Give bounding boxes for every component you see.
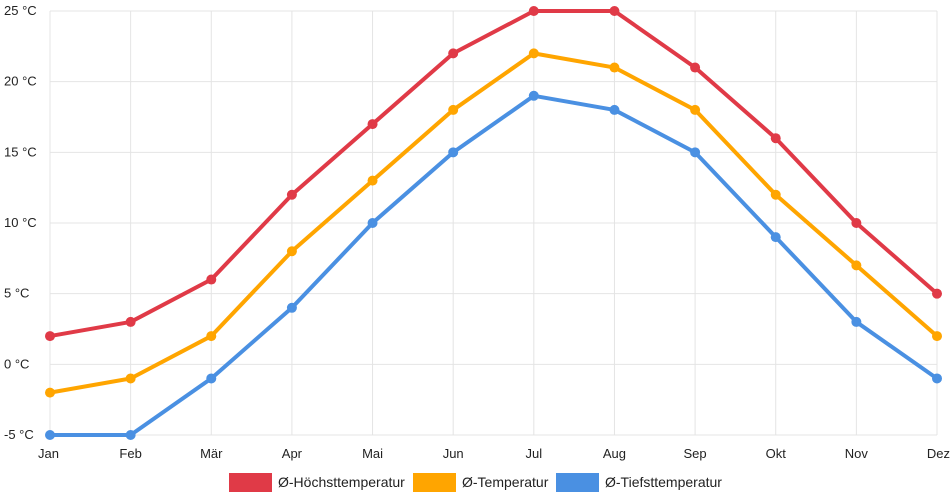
x-tick-label: Feb (119, 446, 141, 461)
data-point (770, 232, 781, 243)
data-point (45, 430, 55, 440)
y-tick-label: -5 °C (4, 427, 34, 442)
legend-label: Ø-Tiefsttemperatur (605, 474, 722, 490)
y-tick-label: 25 °C (4, 3, 37, 18)
data-point (206, 373, 217, 384)
data-point (125, 373, 136, 384)
data-point (609, 62, 620, 73)
data-point (45, 331, 55, 342)
x-tick-label: Mai (362, 446, 383, 461)
data-point (125, 430, 136, 440)
series-line (48, 51, 939, 395)
series-line (48, 9, 939, 339)
data-point (206, 331, 217, 342)
legend: Ø-Höchsttemperatur Ø-Temperatur Ø-Tiefstte… (229, 473, 722, 492)
data-point (367, 218, 378, 228)
legend-label: Ø-Temperatur (462, 474, 549, 490)
data-point (528, 48, 539, 59)
data-point (851, 218, 862, 228)
x-tick-label: Jul (526, 446, 543, 461)
x-tick-label: Okt (766, 446, 787, 461)
y-tick-label: 5 °C (4, 286, 29, 301)
data-point (448, 48, 459, 59)
data-point (690, 104, 701, 115)
y-tick-label: 20 °C (4, 74, 37, 89)
data-point (528, 90, 539, 101)
x-tick-label: Mär (200, 446, 223, 461)
data-point (609, 6, 620, 16)
data-point (932, 373, 942, 384)
data-point (690, 62, 701, 73)
data-point (367, 175, 378, 186)
data-point (851, 260, 862, 271)
data-point (125, 316, 136, 327)
data-point (851, 316, 862, 327)
data-point (286, 302, 297, 313)
x-tick-label: Aug (603, 446, 626, 461)
data-point (932, 331, 942, 342)
data-point (528, 6, 539, 16)
legend-swatch (229, 473, 272, 492)
x-tick-label: Nov (845, 446, 869, 461)
grid-lines (49, 10, 938, 436)
x-tick-label: Dez (927, 446, 950, 461)
y-axis-ticks: -5 °C 0 °C 5 °C 10 °C 15 °C 20 °C 25 °C (4, 3, 37, 442)
data-point (770, 133, 781, 144)
data-point (609, 104, 620, 115)
x-axis-ticks: Jan Feb Mär Apr Mai Jun Jul Aug Sep Okt Nov Dez (38, 446, 950, 461)
data-point (448, 104, 459, 115)
legend-label: Ø-Höchsttemperatur (278, 474, 405, 490)
data-point (690, 147, 701, 158)
y-tick-label: 0 °C (4, 356, 29, 371)
data-point (367, 119, 378, 130)
x-tick-label: Sep (684, 446, 707, 461)
data-point (45, 387, 55, 398)
x-tick-label: Apr (282, 446, 303, 461)
data-point (932, 288, 942, 299)
y-tick-label: 15 °C (4, 144, 37, 159)
data-point (286, 189, 297, 200)
series-line (48, 93, 939, 437)
data-point (206, 274, 217, 285)
data-point (448, 147, 459, 158)
x-tick-label: Jan (38, 446, 59, 461)
legend-swatch (413, 473, 456, 492)
data-point (286, 246, 297, 257)
data-point (770, 189, 781, 200)
legend-swatch (556, 473, 599, 492)
series-lines (45, 6, 942, 440)
x-tick-label: Jun (443, 446, 464, 461)
y-tick-label: 10 °C (4, 215, 37, 230)
